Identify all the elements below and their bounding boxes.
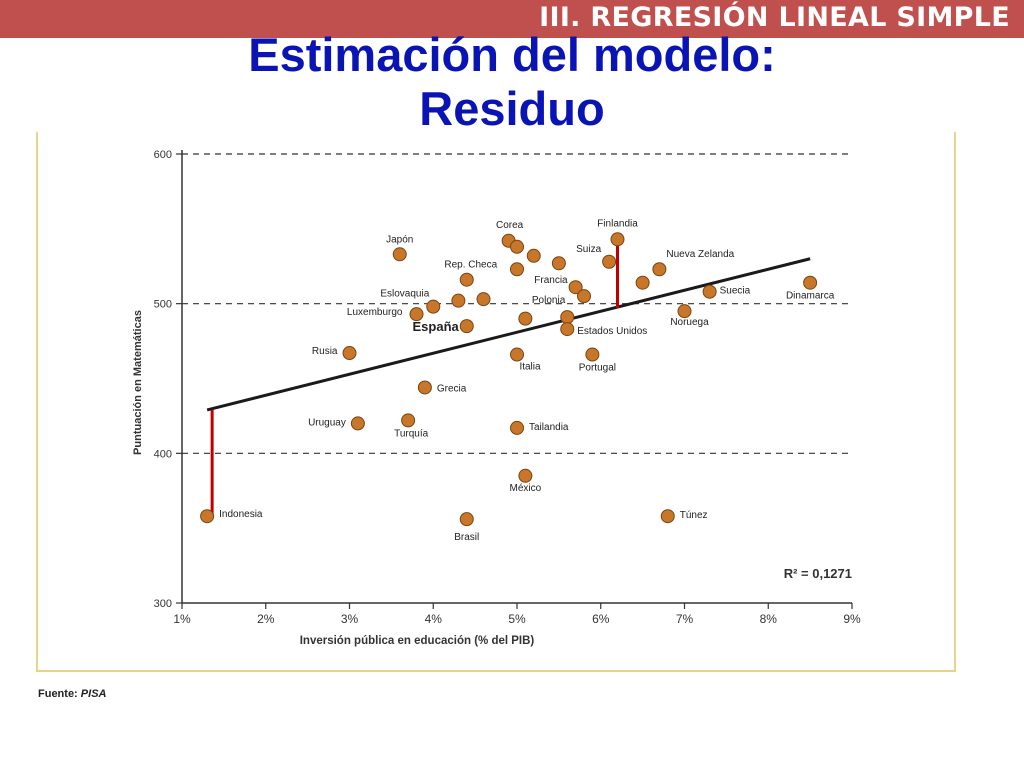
point-label: Francia — [534, 275, 568, 286]
data-point — [426, 299, 441, 314]
point-label: Túnez — [680, 510, 708, 521]
data-point — [677, 304, 692, 319]
point-label: Brasil — [454, 532, 479, 543]
source-value: PISA — [80, 688, 107, 700]
point-label: España — [413, 319, 460, 334]
source-label: Fuente: — [38, 688, 78, 700]
section-label: III. REGRESIÓN LINEAL SIMPLE — [539, 2, 1010, 33]
point-label: Indonesia — [219, 509, 263, 520]
point-label: Noruega — [670, 317, 709, 328]
data-point — [702, 284, 717, 299]
data-point — [451, 293, 466, 308]
point-label: Suecia — [720, 286, 751, 297]
point-label: Grecia — [437, 383, 467, 394]
data-point — [518, 468, 533, 483]
chart-frame — [36, 132, 956, 672]
point-label: Japón — [386, 234, 413, 245]
slide-title: Estimación del modelo: Residuo — [0, 28, 1024, 136]
data-point — [560, 310, 575, 325]
data-point — [610, 232, 625, 247]
y-tick-label: 600 — [154, 149, 172, 161]
data-point — [350, 416, 365, 431]
data-point — [476, 292, 491, 307]
x-tick-label: 6% — [592, 612, 610, 626]
data-point — [459, 512, 474, 527]
data-point — [510, 262, 524, 277]
data-point — [568, 280, 583, 295]
point-label: Rusia — [312, 346, 338, 357]
point-label: Finlandia — [597, 218, 638, 229]
data-point — [560, 322, 575, 337]
x-tick-label: 1% — [173, 612, 191, 626]
point-label: Rep. Checa — [444, 260, 497, 271]
data-point — [635, 275, 650, 290]
data-point — [585, 347, 600, 362]
point-label: Corea — [496, 220, 524, 231]
x-tick-label: 9% — [843, 612, 861, 626]
point-label: Dinamarca — [786, 291, 835, 302]
data-point — [518, 311, 533, 326]
regression-line — [206, 257, 811, 412]
data-point — [200, 509, 215, 524]
x-tick-label: 5% — [508, 612, 526, 626]
point-label: Tailandia — [529, 422, 569, 433]
x-axis-label: Inversión pública en educación (% del PI… — [300, 635, 535, 647]
data-point — [342, 346, 357, 361]
x-tick-label: 7% — [676, 612, 694, 626]
point-label: Italia — [519, 362, 541, 373]
y-tick-label: 300 — [154, 598, 172, 610]
point-label: Uruguay — [308, 417, 346, 428]
data-point — [602, 254, 617, 269]
data-point — [803, 275, 818, 290]
point-label: Estados Unidos — [577, 326, 647, 337]
data-point — [660, 509, 675, 524]
point-label: Suiza — [576, 244, 601, 255]
data-point — [417, 380, 432, 395]
point-label: Nueva Zelanda — [666, 249, 734, 260]
data-point — [510, 420, 524, 435]
data-point — [392, 247, 407, 262]
y-axis-label: Puntuación en Matemáticas — [132, 310, 144, 455]
data-point — [401, 413, 416, 428]
data-point — [526, 248, 541, 263]
data-point — [409, 307, 424, 322]
source-note: Fuente: PISA — [38, 688, 106, 700]
x-tick-label: 2% — [257, 612, 275, 626]
data-point — [551, 256, 566, 271]
point-label: Turquía — [394, 428, 429, 439]
data-point — [459, 319, 474, 334]
point-label: Eslovaquia — [380, 289, 429, 300]
data-point — [577, 289, 591, 304]
x-tick-label: 8% — [760, 612, 778, 626]
slide-title-line-2: Residuo — [419, 82, 605, 135]
point-label: Portugal — [579, 363, 616, 374]
point-label: Luxemburgo — [347, 307, 403, 318]
data-point — [459, 272, 474, 287]
data-point — [652, 262, 667, 277]
slide-title-line-1: Estimación del modelo: — [248, 28, 776, 81]
x-tick-label: 3% — [341, 612, 359, 626]
data-point — [510, 239, 524, 254]
y-tick-label: 500 — [154, 299, 172, 311]
y-tick-label: 400 — [154, 448, 172, 460]
r-squared-annotation: R² = 0,1271 — [784, 566, 852, 581]
point-label: Polonia — [532, 295, 566, 306]
point-label: México — [510, 483, 542, 494]
data-point — [510, 347, 524, 362]
section-bar: III. REGRESIÓN LINEAL SIMPLE — [0, 0, 1024, 38]
x-tick-label: 4% — [425, 612, 443, 626]
